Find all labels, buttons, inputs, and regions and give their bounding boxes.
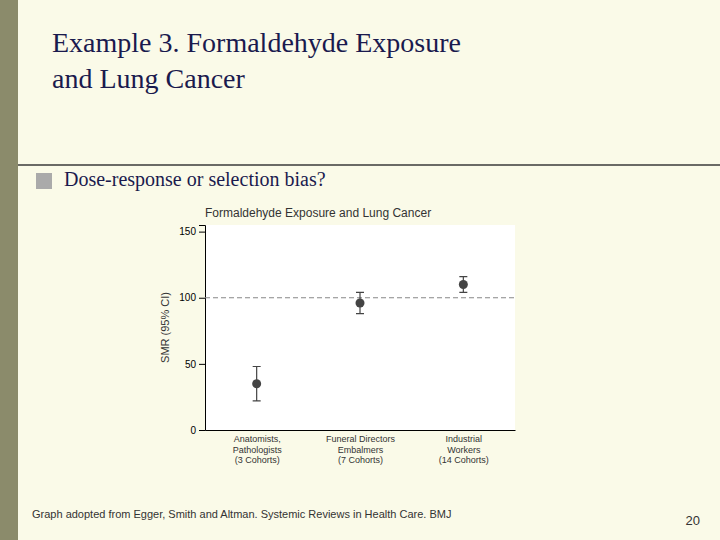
error-bar bbox=[253, 367, 261, 401]
y-tick-label: 0 bbox=[190, 425, 196, 436]
error-bar bbox=[459, 277, 467, 293]
slide-title: Example 3. Formaldehyde Exposureand Lung… bbox=[52, 27, 461, 94]
divider bbox=[18, 164, 720, 166]
chart-title: Formaldehyde Exposure and Lung Cancer bbox=[205, 206, 431, 220]
bullet-square bbox=[36, 173, 52, 189]
footer: Graph adopted from Egger, Smith and Altm… bbox=[32, 508, 451, 520]
y-axis: 0 50 100 150 bbox=[179, 226, 205, 436]
y-axis-title: SMR (95% CI) bbox=[159, 292, 171, 363]
page-number: 20 bbox=[686, 513, 700, 528]
y-tick-mark bbox=[199, 430, 205, 431]
point bbox=[252, 379, 261, 388]
y-tick: 50 bbox=[185, 359, 205, 370]
y-tick-label: 150 bbox=[179, 226, 196, 237]
point bbox=[459, 280, 468, 289]
error-bar bbox=[356, 292, 364, 313]
subtitle: Dose-response or selection bias? bbox=[64, 168, 326, 191]
y-axis-line bbox=[199, 226, 206, 431]
y-tick-mark bbox=[199, 232, 205, 233]
y-tick-mark bbox=[199, 364, 205, 365]
plot-background bbox=[205, 225, 515, 430]
background bbox=[0, 0, 720, 540]
slide: Example 3. Formaldehyde Exposureand Lung… bbox=[0, 0, 720, 540]
x-axis: Anatomists,Pathologists(3 Cohorts) Funera… bbox=[206, 431, 516, 466]
x-tick-label: IndustrialWorkers(14 Cohorts) bbox=[439, 434, 489, 465]
y-tick-mark bbox=[199, 298, 205, 299]
y-tick: 100 bbox=[179, 292, 205, 303]
accent-bar bbox=[0, 0, 18, 540]
point bbox=[356, 299, 365, 308]
x-tick-label: Anatomists,Pathologists(3 Cohorts) bbox=[233, 434, 283, 465]
inner-chart: 0 50 100 150 Anatomists,Pathologists(3 Cohor… bbox=[159, 206, 516, 465]
y-tick-label: 100 bbox=[179, 292, 196, 303]
y-tick: 150 bbox=[179, 226, 205, 237]
x-tick: Funeral DirectorsEmbalmers(7 Cohorts) bbox=[326, 434, 396, 465]
y-tick: 0 bbox=[190, 425, 205, 436]
marks bbox=[205, 277, 515, 401]
y-tick-label: 50 bbox=[185, 359, 197, 370]
x-axis-line bbox=[206, 430, 516, 431]
x-tick-label: Funeral DirectorsEmbalmers(7 Cohorts) bbox=[326, 434, 396, 465]
x-tick: Anatomists,Pathologists(3 Cohorts) bbox=[233, 434, 283, 465]
x-tick: IndustrialWorkers(14 Cohorts) bbox=[439, 434, 489, 465]
